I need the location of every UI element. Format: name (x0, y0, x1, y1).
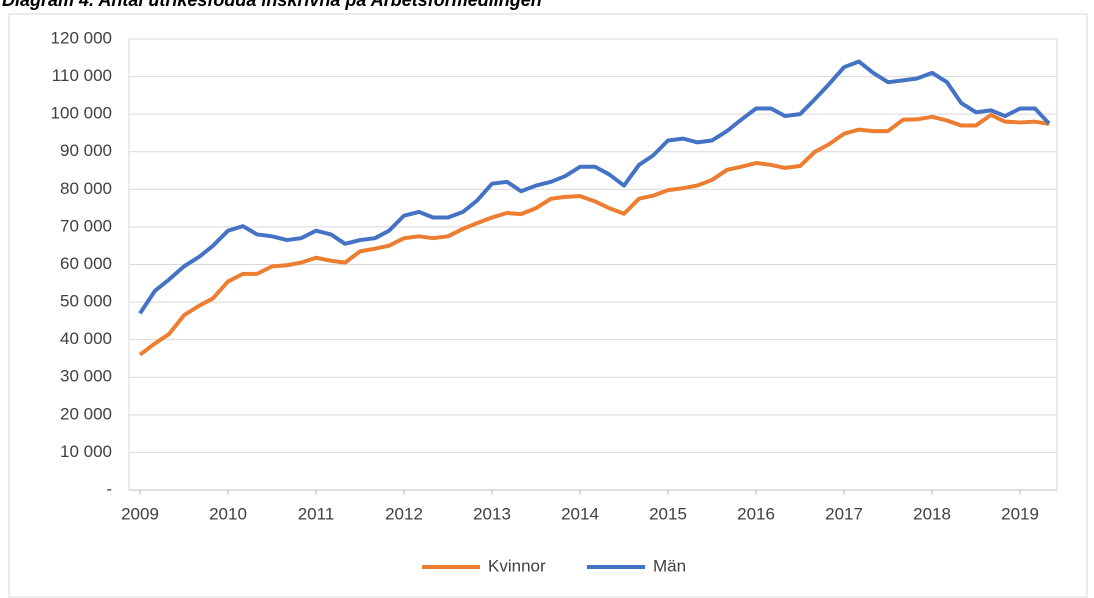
chart-border (8, 13, 1088, 598)
x-tick-label: 2009 (121, 504, 159, 523)
y-tick-label: 80 000 (60, 179, 112, 198)
x-tick-label: 2018 (913, 504, 951, 523)
y-tick-label: - (106, 479, 112, 498)
line-series (138, 112, 1050, 357)
x-tick-label: 2015 (649, 504, 687, 523)
y-tick-label: 70 000 (60, 216, 112, 235)
x-tick-label: 2010 (209, 504, 247, 523)
y-tick-label: 110 000 (52, 66, 112, 85)
x-tick-label: 2016 (737, 504, 775, 523)
y-tick-label: 20 000 (60, 404, 112, 423)
legend-label: Män (653, 556, 686, 575)
x-tick-label: 2011 (298, 504, 335, 523)
line-series (138, 59, 1051, 315)
x-tick-label: 2017 (825, 504, 863, 523)
y-tick-label: 90 000 (60, 141, 112, 160)
y-tick-label: 30 000 (60, 367, 112, 386)
x-tick-label: 2019 (1001, 504, 1039, 523)
y-tick-label: 50 000 (60, 292, 112, 311)
x-tick-label: 2012 (385, 504, 423, 523)
chart-title: Diagram 4. Antal utrikesfödda inskrivna … (2, 0, 542, 10)
y-tick-label: 60 000 (60, 254, 112, 273)
y-tick-label: 100 000 (51, 104, 112, 123)
y-tick-label: 40 000 (60, 329, 112, 348)
x-tick-label: 2014 (561, 504, 599, 523)
y-tick-label: 10 000 (60, 442, 112, 461)
legend-label: Kvinnor (488, 556, 546, 575)
x-tick-label: 2013 (473, 504, 511, 523)
y-tick-label: 120 000 (51, 28, 112, 47)
